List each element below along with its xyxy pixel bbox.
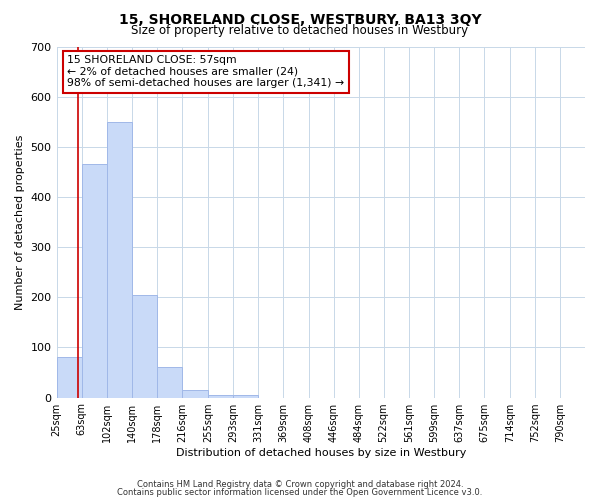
X-axis label: Distribution of detached houses by size in Westbury: Distribution of detached houses by size …: [176, 448, 466, 458]
Bar: [132, 295, 157, 398]
Bar: [56, 358, 82, 398]
Bar: [107, 122, 132, 398]
Bar: [182, 390, 208, 398]
Text: Contains public sector information licensed under the Open Government Licence v3: Contains public sector information licen…: [118, 488, 482, 497]
Text: 15 SHORELAND CLOSE: 57sqm
← 2% of detached houses are smaller (24)
98% of semi-d: 15 SHORELAND CLOSE: 57sqm ← 2% of detach…: [67, 56, 344, 88]
Text: Size of property relative to detached houses in Westbury: Size of property relative to detached ho…: [131, 24, 469, 37]
Bar: [208, 395, 233, 398]
Bar: [233, 395, 258, 398]
Bar: [157, 368, 182, 398]
Text: 15, SHORELAND CLOSE, WESTBURY, BA13 3QY: 15, SHORELAND CLOSE, WESTBURY, BA13 3QY: [119, 12, 481, 26]
Text: Contains HM Land Registry data © Crown copyright and database right 2024.: Contains HM Land Registry data © Crown c…: [137, 480, 463, 489]
Y-axis label: Number of detached properties: Number of detached properties: [15, 134, 25, 310]
Bar: [82, 164, 107, 398]
